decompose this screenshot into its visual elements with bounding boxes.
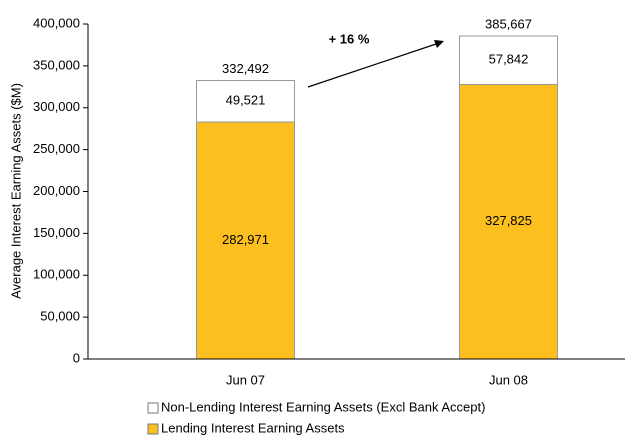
y-axis-label: Average Interest Earning Assets ($M) (8, 83, 23, 299)
legend-swatch (147, 423, 159, 435)
growth-arrow (307, 43, 437, 88)
legend-label: Non-Lending Interest Earning Assets (Exc… (161, 399, 485, 414)
y-tick-label: 350,000 (33, 57, 80, 72)
bar-segment (459, 35, 558, 85)
arrow-head (434, 40, 444, 48)
y-tick-label: 400,000 (33, 15, 80, 30)
value-label: 282,971 (222, 232, 269, 247)
y-tick-label: 300,000 (33, 99, 80, 114)
value-label: 327,825 (485, 213, 532, 228)
y-tick-label: 150,000 (33, 225, 80, 240)
legend-label: Lending Interest Earning Assets (161, 420, 345, 435)
annotation: + 16 % (329, 31, 370, 46)
value-label: 49,521 (226, 93, 266, 108)
x-tick-label: Jun 07 (226, 372, 265, 387)
y-tick-label: 100,000 (33, 267, 80, 282)
value-label: 57,842 (489, 52, 529, 67)
y-tick-label: 0 (73, 350, 80, 365)
legend-swatch (147, 402, 159, 414)
y-tick-label: 50,000 (40, 309, 80, 324)
x-tick-label: Jun 08 (489, 372, 528, 387)
y-tick-label: 200,000 (33, 183, 80, 198)
y-tick-label: 250,000 (33, 141, 80, 156)
bar-segment (196, 80, 295, 123)
total-label: 332,492 (222, 61, 269, 76)
total-label: 385,667 (485, 16, 532, 31)
